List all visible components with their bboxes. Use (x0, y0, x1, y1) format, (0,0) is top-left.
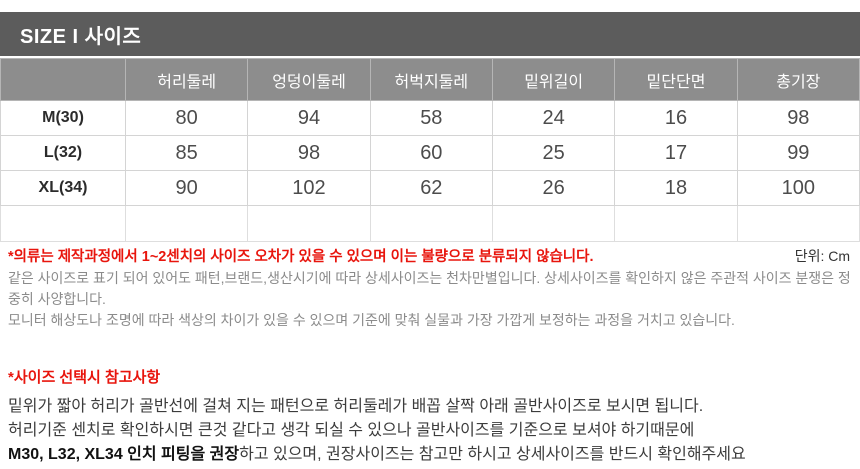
empty-cell (0, 205, 126, 242)
size-info-page: SIZE I 사이즈 허리둘레 엉덩이둘레 허벅지둘레 밑위길이 밑단단면 총기… (0, 12, 860, 469)
cell-value: 90 (124, 170, 249, 206)
notice-line-pattern-variance: 같은 사이즈로 표기 되어 있어도 패턴,브랜드,생산시기에 따라 상세사이즈는… (8, 270, 851, 307)
guide-line-fitting-recommendation: M30, L32, XL34 인치 피팅을 권장하고 있으며, 권장사이즈는 참… (8, 443, 852, 467)
unit-label: 단위: Cm (794, 248, 850, 264)
cell-value: 25 (491, 135, 616, 171)
cell-value: 98 (736, 100, 860, 136)
size-table-corner-cell (0, 58, 126, 101)
fitting-recommendation-bold: M30, L32, XL34 인치 피팅을 권장 (8, 446, 240, 463)
empty-cell (491, 205, 616, 242)
empty-cell (369, 205, 493, 242)
empty-cell (614, 205, 738, 242)
size-section-title: SIZE I 사이즈 (20, 25, 142, 48)
size-table: 허리둘레 엉덩이둘레 허벅지둘레 밑위길이 밑단단면 총기장 M(30) 80 … (0, 58, 860, 242)
empty-cell (247, 205, 371, 242)
size-tolerance-warning: *의류는 제작과정에서 1~2센치의 사이즈 오차가 있을 수 있으며 이는 불… (8, 249, 594, 265)
cell-value: 24 (491, 100, 616, 136)
cell-value: 80 (124, 100, 249, 136)
cell-value: 100 (736, 170, 860, 206)
row-label-xl34: XL(34) (0, 170, 126, 206)
cell-value: 62 (369, 170, 493, 206)
cell-value: 26 (491, 170, 616, 206)
size-selection-guide-block: *사이즈 선택시 참고사항 밑위가 짧아 허리가 골반선에 걸쳐 지는 패턴으로… (0, 367, 860, 467)
table-row-xl34: XL(34) 90 102 62 26 18 100 (0, 170, 860, 206)
warning-and-unit-row: *의류는 제작과정에서 1~2센치의 사이즈 오차가 있을 수 있으며 이는 불… (8, 246, 852, 268)
cell-value: 94 (247, 100, 371, 136)
empty-cell (736, 205, 860, 242)
size-section-header: SIZE I 사이즈 (0, 12, 860, 56)
manufacturing-notice-block: *의류는 제작과정에서 1~2센치의 사이즈 오차가 있을 수 있으며 이는 불… (0, 246, 860, 331)
column-header-waist: 허리둘레 (124, 58, 249, 101)
size-guide-heading: *사이즈 선택시 참고사항 (8, 369, 161, 386)
cell-value: 18 (614, 170, 738, 206)
row-label-m30: M(30) (0, 100, 126, 136)
guide-line-rise-pattern: 밑위가 짧아 허리가 골반선에 걸쳐 지는 패턴으로 허리둘레가 배꼽 살짝 아… (8, 398, 704, 415)
empty-cell (124, 205, 249, 242)
cell-value: 85 (124, 135, 249, 171)
table-row-l32: L(32) 85 98 60 25 17 99 (0, 135, 860, 171)
column-header-length: 총기장 (736, 58, 860, 101)
cell-value: 58 (369, 100, 493, 136)
guide-line-waist-standard: 허리기준 센치로 확인하시면 큰것 같다고 생각 되실 수 있으나 골반사이즈를… (8, 422, 695, 439)
size-table-header-row: 허리둘레 엉덩이둘레 허벅지둘레 밑위길이 밑단단면 총기장 (0, 58, 860, 101)
row-label-l32: L(32) (0, 135, 126, 171)
column-header-rise: 밑위길이 (491, 58, 616, 101)
table-row-empty (0, 205, 860, 242)
fitting-recommendation-rest: 하고 있으며, 권장사이즈는 참고만 하시고 상세사이즈를 반드시 확인해주세요 (239, 446, 746, 463)
cell-value: 60 (369, 135, 493, 171)
table-row-m30: M(30) 80 94 58 24 16 98 (0, 100, 860, 136)
column-header-hip: 엉덩이둘레 (247, 58, 371, 101)
column-header-hem: 밑단단면 (614, 58, 738, 101)
cell-value: 98 (247, 135, 371, 171)
cell-value: 16 (614, 100, 738, 136)
column-header-thigh: 허벅지둘레 (369, 58, 493, 101)
cell-value: 102 (247, 170, 371, 206)
cell-value: 17 (614, 135, 738, 171)
notice-line-color-variance: 모니터 해상도나 조명에 따라 색상의 차이가 있을 수 있으며 기준에 맞춰 … (8, 312, 735, 328)
cell-value: 99 (736, 135, 860, 171)
